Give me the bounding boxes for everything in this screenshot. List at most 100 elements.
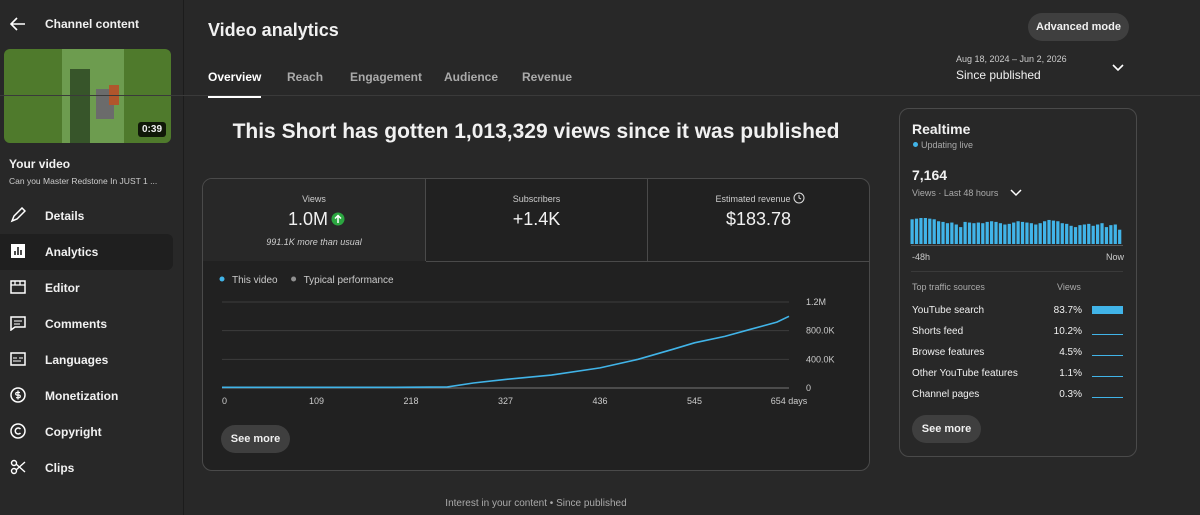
your-video: Your video <box>9 157 71 171</box>
tab[interactable]: Audience <box>444 70 499 84</box>
realtime-chart <box>910 218 1122 244</box>
info-icon[interactable] <box>793 192 805 204</box>
x-tick-label: 0 <box>222 396 227 406</box>
traffic-column: Views <box>1057 282 1081 292</box>
duration: 0:39 <box>137 122 166 137</box>
legend-dot <box>219 276 225 282</box>
nav-item[interactable]: Languages <box>0 342 173 378</box>
realtime-status: Updating live <box>921 140 974 150</box>
live-dot <box>913 142 918 147</box>
nav-item[interactable]: Comments <box>0 306 173 342</box>
back-arrow[interactable] <box>10 16 26 32</box>
bar <box>1043 221 1047 244</box>
bar <box>1073 227 1078 244</box>
x-tick-label: 545 <box>687 396 702 406</box>
tab[interactable]: Revenue <box>522 70 573 84</box>
bar <box>1038 223 1042 244</box>
bar <box>923 218 927 244</box>
chevron[interactable] <box>1111 63 1125 73</box>
bar <box>910 219 914 244</box>
bar <box>1109 225 1113 244</box>
metric-value: +1.4K <box>512 209 561 229</box>
realtime-total: 7,164 <box>912 167 948 183</box>
metric-revenue[interactable]: Estimated revenue $183.78 <box>648 179 869 262</box>
traffic-source: Browse features <box>912 347 985 358</box>
bar <box>919 218 923 244</box>
bar <box>972 223 976 244</box>
bar <box>1082 224 1086 244</box>
nav-label: Copyright <box>45 425 102 439</box>
bar <box>994 221 998 244</box>
sparkline <box>1092 334 1123 335</box>
chevron[interactable] <box>1010 189 1022 197</box>
traffic-share: 10.2% <box>1053 326 1082 337</box>
bar <box>1087 223 1091 244</box>
see-more-button[interactable]: See more <box>221 425 290 453</box>
bar <box>1016 221 1020 244</box>
page-title: Video analytics <box>208 20 339 40</box>
tab[interactable]: Overview <box>208 70 262 98</box>
nav-label: Monetization <box>45 389 119 403</box>
bar <box>914 218 919 244</box>
bar <box>1051 220 1056 244</box>
bar <box>1020 221 1025 244</box>
metric-subscribers[interactable]: Subscribers +1.4K <box>426 179 648 262</box>
y-tick-label: 0 <box>806 383 811 393</box>
bar <box>959 227 963 244</box>
bar <box>932 219 936 244</box>
overview-card: Views 1.0M 991.1K more than usual Subscr… <box>202 178 870 471</box>
traffic-share: 83.7% <box>1053 305 1082 316</box>
sparkline <box>1092 355 1123 356</box>
tab[interactable]: Reach <box>287 70 324 84</box>
sparkline <box>1092 306 1123 314</box>
nav-label: Clips <box>45 461 75 475</box>
tab[interactable]: Engagement <box>350 70 423 84</box>
bar <box>967 222 972 244</box>
nav-icon <box>10 459 26 475</box>
see-more-button[interactable]: See more <box>912 415 981 443</box>
nav-item[interactable]: Clips <box>0 450 173 486</box>
metric-label: Subscribers <box>512 194 561 204</box>
nav-item[interactable]: Copyright <box>0 414 173 450</box>
divider <box>0 95 1200 96</box>
x-tick-label: 654 days <box>771 396 808 406</box>
nav-icon <box>10 316 26 331</box>
bar <box>981 223 985 244</box>
nav-label: Details <box>45 209 85 223</box>
nav-item[interactable]: Monetization <box>0 378 173 414</box>
metric-label: Estimated revenue <box>715 194 791 204</box>
period[interactable]: Since published <box>956 68 1041 82</box>
traffic-title: Top traffic sources <box>912 282 985 292</box>
advanced-button[interactable]: Advanced mode <box>1028 13 1129 41</box>
thumbnail[interactable]: 0:39 <box>4 49 171 143</box>
nav-label: Comments <box>45 317 108 331</box>
baseline <box>911 245 1123 246</box>
metric-views[interactable]: Views 1.0M 991.1K more than usual <box>203 179 426 261</box>
traffic-source: Channel pages <box>912 389 980 400</box>
y-tick-label: 400.0K <box>806 354 835 364</box>
nav-label: Editor <box>45 281 80 295</box>
nav-item[interactable]: Details <box>0 198 173 234</box>
nav-item[interactable]: Editor <box>0 270 173 306</box>
bar <box>1029 223 1033 244</box>
bar <box>1104 227 1109 244</box>
bar <box>1056 221 1060 244</box>
bar <box>950 222 954 244</box>
bar <box>937 221 941 244</box>
bar <box>1003 224 1007 244</box>
realtime-subtitle: Views · Last 48 hours <box>912 188 999 198</box>
start-label: -48h <box>912 252 931 262</box>
sparkline <box>1092 397 1123 398</box>
traffic-share: 1.1% <box>1059 368 1082 379</box>
bar <box>985 221 989 244</box>
views-chart: This video Typical performance 0 400.0K 800.… <box>219 275 835 406</box>
end-label: Now <box>1105 252 1124 262</box>
bar <box>1091 225 1095 244</box>
bar <box>1096 224 1100 244</box>
bar <box>1113 224 1117 244</box>
footer: Interest in your content • Since publish… <box>445 498 627 509</box>
headline: This Short has gotten 1,013,329 views si… <box>232 120 840 143</box>
nav-item[interactable]: Analytics <box>0 234 173 270</box>
